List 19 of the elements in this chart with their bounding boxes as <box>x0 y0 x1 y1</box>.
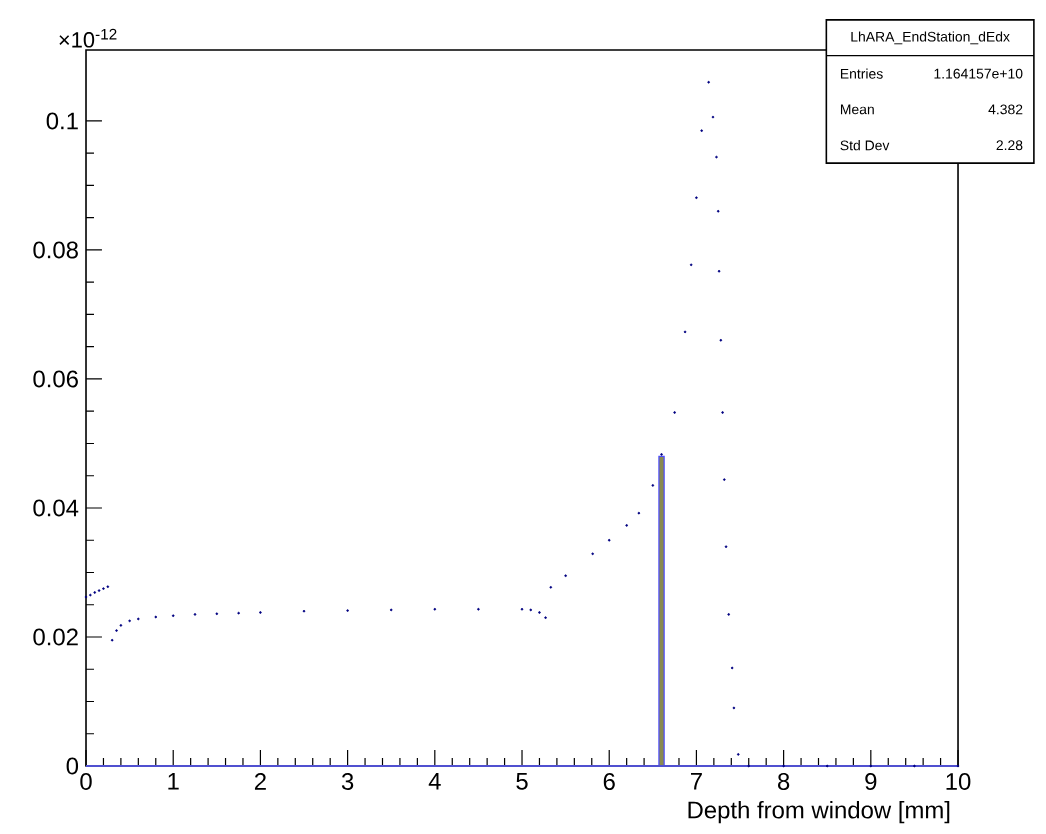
x-tick-label: 6 <box>603 773 615 790</box>
x-tick-label: 7 <box>690 773 702 790</box>
x-tick-label: 3 <box>341 773 354 790</box>
x-tick-label: 2 <box>254 773 266 790</box>
x-tick-label: 8 <box>778 773 790 790</box>
y-tick-label: 0.04 <box>33 499 79 517</box>
y-tick-label: 0 <box>66 757 79 775</box>
x-tick-label: 4 <box>428 773 441 790</box>
x-axis-title: Depth from window [mm] <box>688 800 950 824</box>
y-tick-label: 0.08 <box>33 241 78 259</box>
y-tick-label: 0.1 <box>46 112 78 130</box>
x-tick-label: 0 <box>80 773 92 790</box>
y-tick-label: 0.02 <box>33 628 78 646</box>
x-tick-label: 5 <box>516 773 528 790</box>
x-tick-label: 10 <box>946 773 971 790</box>
x-tick-label: 9 <box>865 773 877 790</box>
y-tick-label: 0.06 <box>33 370 78 388</box>
x-tick-label: 1 <box>168 773 179 790</box>
text: ×10$^{-12}$ <box>59 28 117 48</box>
